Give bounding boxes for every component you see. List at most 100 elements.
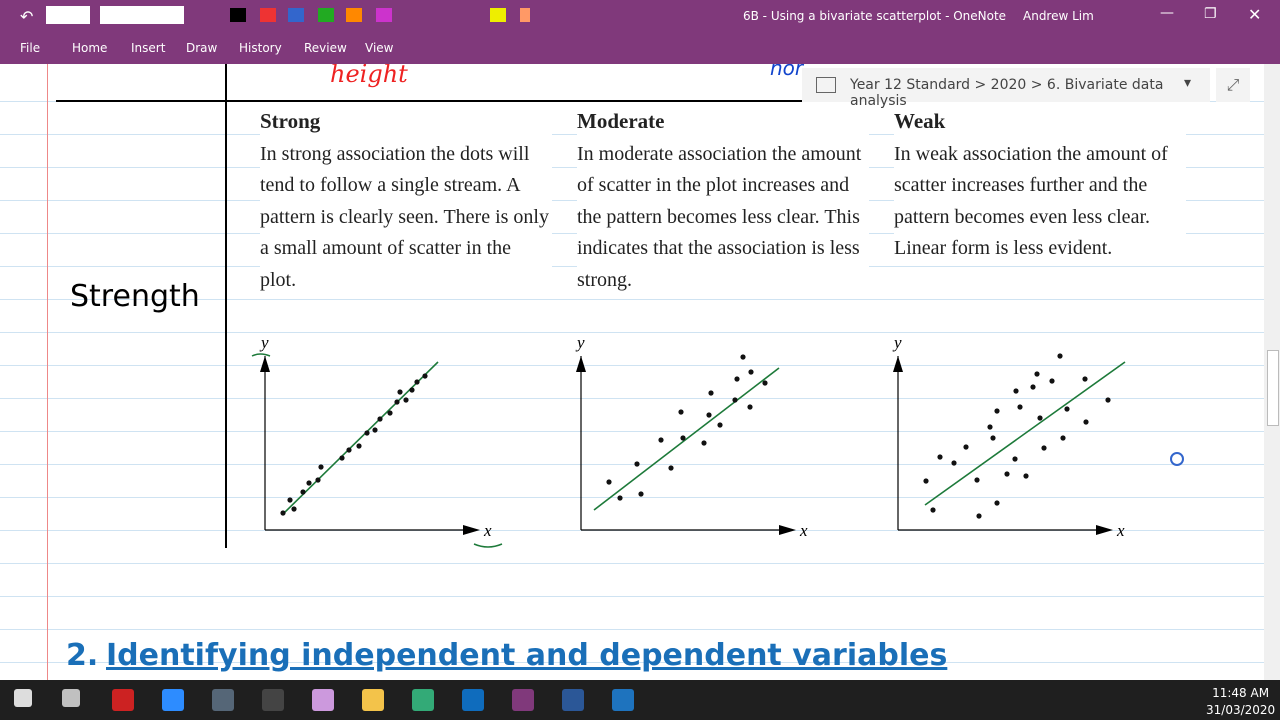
size-box[interactable] [100,6,184,24]
scatter-dot [339,455,345,461]
scatter-plot: yx [892,333,1126,540]
scatter-dot [1017,404,1023,410]
scatter-dot [717,422,723,428]
user-name[interactable]: Andrew Lim [1023,9,1094,23]
scatter-dot [668,465,674,471]
scatter-plot: yx [259,333,492,540]
scatter-dot [951,460,957,466]
scatter-plot: yx [575,333,808,540]
scatter-dot [994,408,1000,414]
scatter-dot [1012,456,1018,462]
scatter-dot [300,489,306,495]
ink-stroke [473,543,503,548]
scatter-dot [1034,371,1040,377]
ribbon-tab[interactable]: Review [304,41,347,55]
date: 31/03/2020 [1206,703,1276,717]
page-canvas: height hor Year 12 Standard > 2020 > 6. … [0,64,1264,680]
scatter-dot [1082,376,1088,382]
scatter-dot [394,399,400,405]
scatter-dot [1083,419,1089,425]
column-text: In weak association the amount of scatte… [894,143,1168,260]
scatter-dot [606,479,612,485]
taskbar-app[interactable] [362,689,384,711]
taskbar-app[interactable] [112,689,134,711]
taskbar: 11:48 AM 31/03/2020 [0,680,1280,720]
ribbon-tab[interactable]: Draw [186,41,218,55]
scatter-dot [987,424,993,430]
title-bar: ↶ 6B - Using a bivariate scatterplot - O… [0,0,1280,32]
scatter-dot [1057,353,1063,359]
ribbon-tab[interactable]: Insert [131,41,166,55]
scatter-dot [409,387,415,393]
column-cell: Moderate In moderate association the amou… [577,109,869,297]
scatter-dot [974,477,980,483]
scatter-dot [658,437,664,443]
taskbar-app[interactable] [62,689,80,707]
scatter-dot [701,440,707,446]
scatter-dot [740,354,746,360]
y-label: y [575,333,585,352]
taskbar-app[interactable] [512,689,534,711]
handwriting-fragment: hor [770,64,804,80]
ribbon-tab[interactable]: History [239,41,282,55]
cursor-marker [1170,452,1184,466]
y-label: y [259,333,269,352]
close[interactable]: ✕ [1248,5,1262,24]
taskbar-app[interactable] [162,689,184,711]
ribbon-tab[interactable]: View [365,41,394,55]
scatter-dot [734,376,740,382]
scatter-dot [1013,388,1019,394]
scatter-dot [364,430,370,436]
ribbon-tab[interactable]: File [20,41,41,55]
x-label: x [1116,521,1125,540]
row-label: Strength [70,279,200,314]
scatter-dot [287,497,293,503]
scatter-dot [963,444,969,450]
taskbar-app[interactable] [262,689,284,711]
trend-line [593,367,780,511]
expand-button[interactable]: ⤢ [1216,68,1250,102]
column-heading: Strong [260,109,321,133]
scatter-dot [1105,397,1111,403]
arrow [463,525,480,535]
minimize[interactable]: — [1160,5,1174,21]
scrollbar[interactable] [1264,64,1280,680]
pen-palette[interactable] [230,8,530,22]
scatter-dot [976,513,982,519]
arrow [1096,525,1113,535]
scatter-dot [387,410,393,416]
handwriting: height [330,64,408,88]
font-box[interactable] [46,6,90,24]
section-title[interactable]: Identifying independent and dependent va… [106,638,948,673]
scatter-dot [422,373,428,379]
window-title: 6B - Using a bivariate scatterplot - One… [743,9,1007,23]
breadcrumb[interactable]: Year 12 Standard > 2020 > 6. Bivariate d… [850,77,1164,109]
column-cell: Weak In weak association the amount of sc… [894,109,1186,265]
scatter-dot [762,380,768,386]
x-label: x [483,521,492,540]
scatter-dot [930,507,936,513]
scatter-dot [1030,384,1036,390]
restore[interactable]: ❐ [1204,6,1217,22]
scatter-dot [638,491,644,497]
taskbar-app[interactable] [412,689,434,711]
taskbar-app[interactable] [312,689,334,711]
scatter-dot [678,409,684,415]
clock[interactable]: 11:48 AM 31/03/2020 [1206,685,1275,719]
ribbon-tab[interactable]: Home [72,41,108,55]
undo-button[interactable]: ↶ [20,7,34,26]
scatter-dot [1004,471,1010,477]
scatter-dot [377,416,383,422]
table-border [56,100,1196,102]
breadcrumb-bar[interactable]: Year 12 Standard > 2020 > 6. Bivariate d… [802,68,1210,109]
taskbar-app[interactable] [612,689,634,711]
scatter-dot [372,427,378,433]
scatter-dot [634,461,640,467]
taskbar-app[interactable] [562,689,584,711]
taskbar-app[interactable] [462,689,484,711]
taskbar-app[interactable] [212,689,234,711]
scatter-dot [617,495,623,501]
taskbar-app[interactable] [14,689,32,707]
